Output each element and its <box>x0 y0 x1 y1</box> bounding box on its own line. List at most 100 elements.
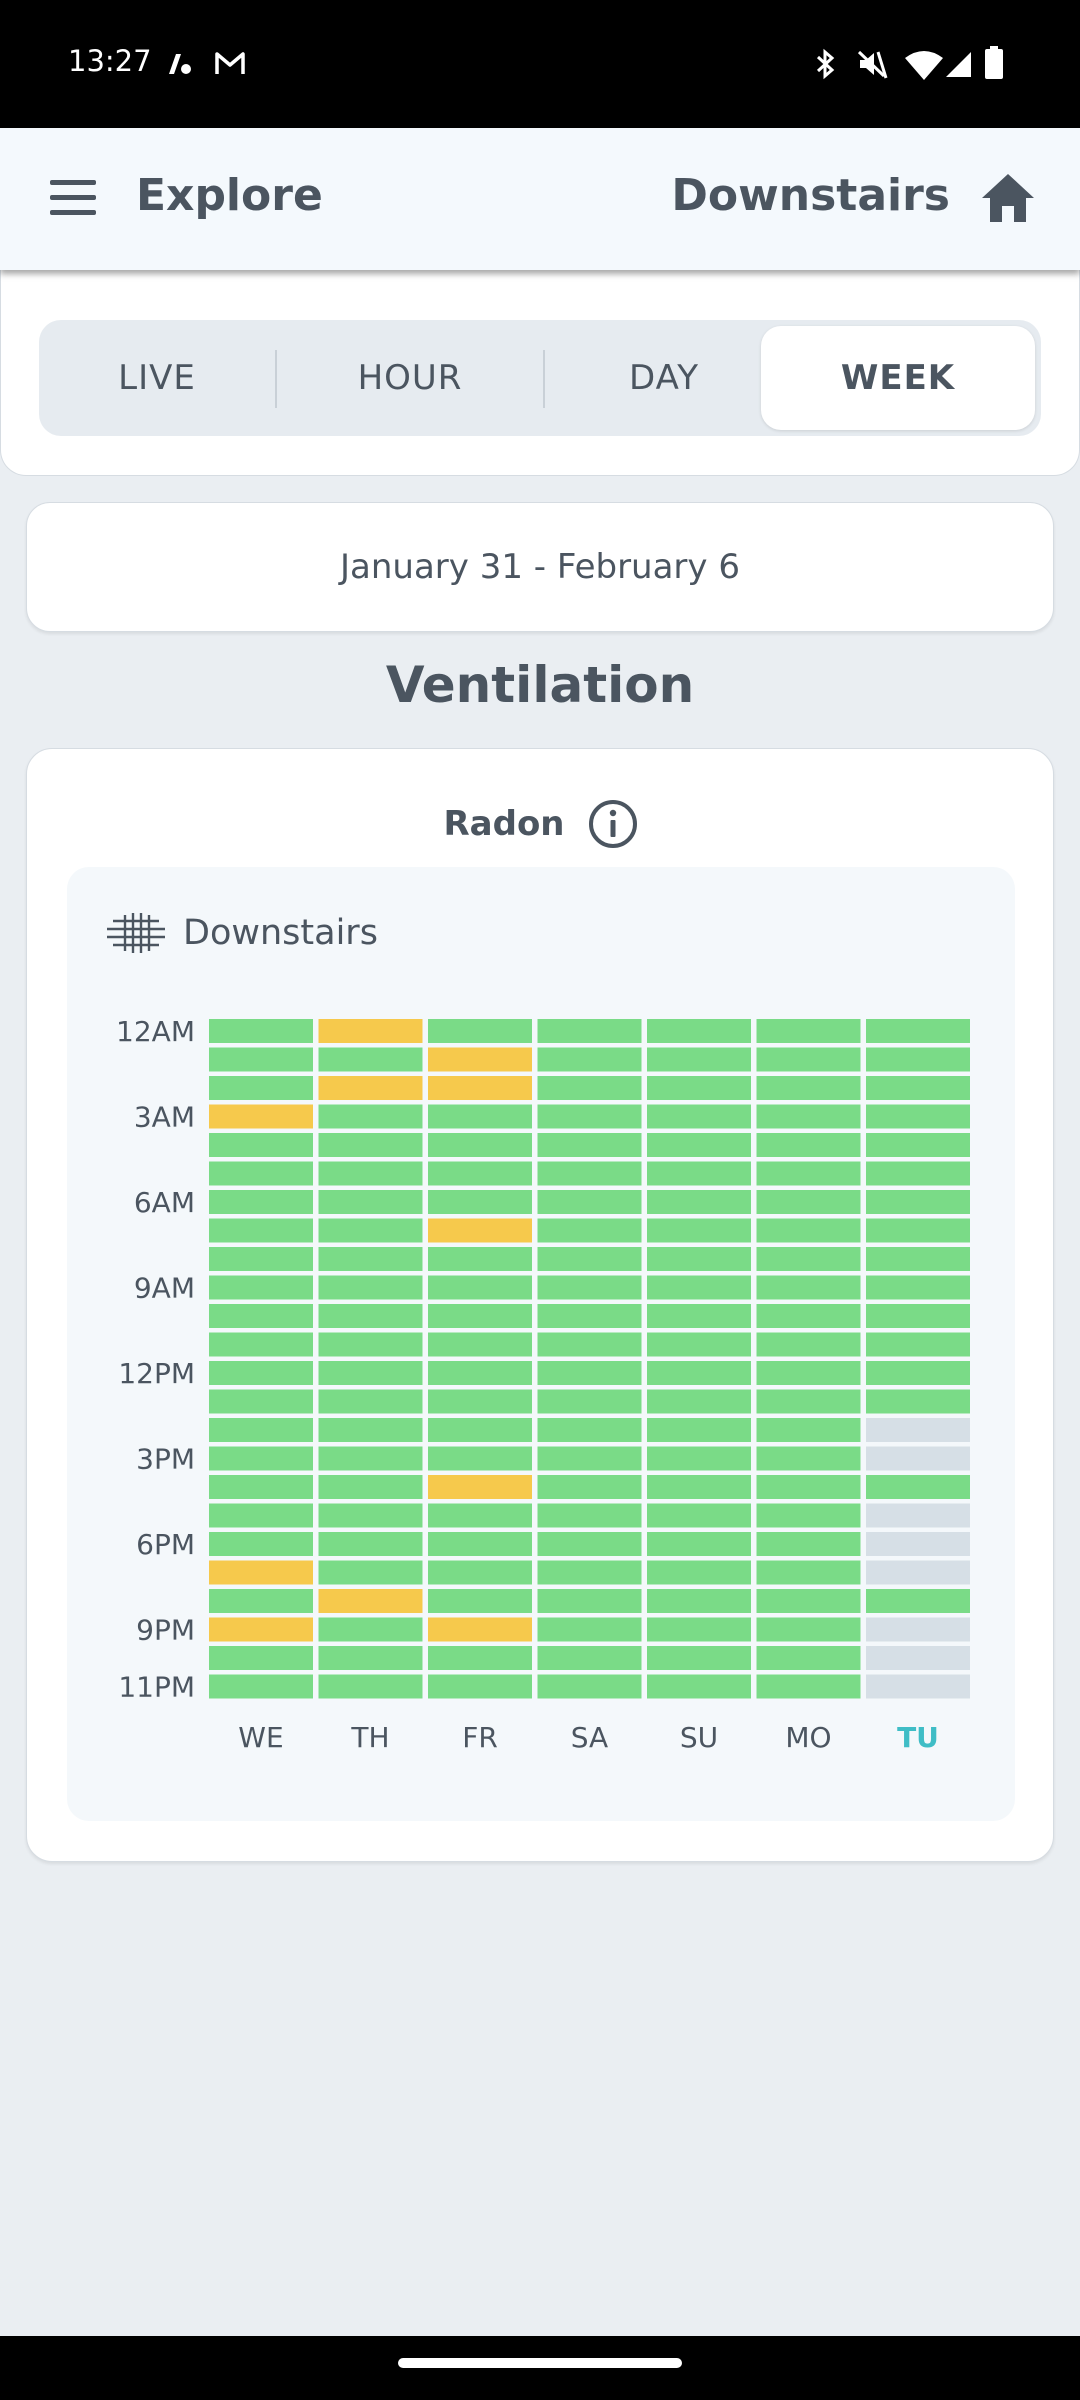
heatmap-cell-we-20 <box>209 1589 313 1613</box>
heatmap-cell-th-21 <box>318 1617 423 1642</box>
heatmap-cell-fr-6 <box>428 1190 532 1214</box>
heatmap-cell-we-7 <box>209 1218 313 1243</box>
y-tick-label: 3AM <box>134 1101 195 1134</box>
heatmap-cell-mo-16 <box>756 1475 861 1499</box>
heatmap-cell-mo-19 <box>756 1560 861 1585</box>
heatmap-cell-we-13 <box>209 1389 313 1414</box>
heatmap-cell-tu-16 <box>866 1475 970 1499</box>
heatmap-cell-fr-10 <box>428 1304 532 1328</box>
x-tick-label-we: WE <box>238 1721 283 1754</box>
heatmap-cell-su-7 <box>647 1218 751 1243</box>
heatmap-cell-fr-19 <box>428 1560 532 1585</box>
heatmap-cell-sa-9 <box>537 1275 642 1300</box>
heatmap-cell-su-1 <box>647 1047 751 1072</box>
heatmap-cell-tu-2 <box>866 1076 970 1100</box>
heatmap-cell-su-5 <box>647 1161 751 1186</box>
heatmap-cell-we-3 <box>209 1104 313 1129</box>
heatmap-cell-tu-3 <box>866 1104 970 1129</box>
heatmap-cell-fr-20 <box>428 1589 532 1613</box>
heatmap-cell-th-6 <box>318 1190 423 1214</box>
date-range-selector[interactable]: January 31 - February 6 <box>26 502 1054 632</box>
heatmap-cell-mo-22 <box>756 1646 861 1670</box>
heatmap-cell-tu-21 <box>866 1617 970 1642</box>
heatmap-cell-we-5 <box>209 1161 313 1186</box>
heatmap-cell-fr-4 <box>428 1133 532 1157</box>
heatmap-cell-su-15 <box>647 1446 751 1471</box>
info-icon[interactable] <box>587 798 639 850</box>
heatmap-cell-th-16 <box>318 1475 423 1499</box>
tab-day[interactable]: DAY <box>629 358 699 398</box>
section-title: Ventilation <box>385 656 695 714</box>
y-tick-label: 6AM <box>134 1186 195 1219</box>
heatmap-cell-su-13 <box>647 1389 751 1414</box>
heatmap-cell-sa-18 <box>537 1532 642 1556</box>
heatmap-cell-mo-14 <box>756 1418 861 1442</box>
heatmap-cell-sa-13 <box>537 1389 642 1414</box>
heatmap-cell-tu-7 <box>866 1218 970 1243</box>
heatmap-cell-tu-8 <box>866 1247 970 1271</box>
heatmap-cell-th-1 <box>318 1047 423 1072</box>
heatmap-cell-sa-21 <box>537 1617 642 1642</box>
status-bar: 13:27 <box>0 0 1080 128</box>
sensor-row: Downstairs <box>105 911 378 955</box>
heatmap-cell-th-13 <box>318 1389 423 1414</box>
heatmap-cell-su-0 <box>647 1019 751 1043</box>
navigation-bar <box>0 2336 1080 2400</box>
heatmap-cell-sa-8 <box>537 1247 642 1271</box>
heatmap-cell-we-18 <box>209 1532 313 1556</box>
gesture-handle[interactable] <box>398 2358 682 2368</box>
heatmap-cell-su-10 <box>647 1304 751 1328</box>
heatmap-cell-fr-13 <box>428 1389 532 1414</box>
x-tick-label-tu: TU <box>897 1721 939 1754</box>
tab-live[interactable]: LIVE <box>118 358 196 398</box>
heatmap-cell-su-2 <box>647 1076 751 1100</box>
heatmap-cell-mo-12 <box>756 1361 861 1385</box>
heatmap-cell-su-4 <box>647 1133 751 1157</box>
bluetooth-icon <box>816 48 835 80</box>
tab-week[interactable]: WEEK <box>761 326 1035 430</box>
heatmap-cell-fr-14 <box>428 1418 532 1442</box>
heatmap-cell-mo-15 <box>756 1446 861 1471</box>
heatmap-cell-sa-10 <box>537 1304 642 1328</box>
heatmap-cell-fr-8 <box>428 1247 532 1271</box>
tab-hour[interactable]: HOUR <box>357 358 463 398</box>
heatmap-cell-sa-14 <box>537 1418 642 1442</box>
home-icon[interactable] <box>980 172 1036 224</box>
heatmap-cell-th-20 <box>318 1589 423 1613</box>
x-tick-label-sa: SA <box>571 1721 608 1754</box>
heatmap-cell-mo-18 <box>756 1532 861 1556</box>
heatmap-cell-fr-3 <box>428 1104 532 1129</box>
heatmap-cell-th-5 <box>318 1161 423 1186</box>
heatmap-cell-th-4 <box>318 1133 423 1157</box>
time-range-tabs: LIVE HOUR DAY WEEK <box>39 320 1041 436</box>
heatmap-cell-we-2 <box>209 1076 313 1100</box>
heatmap-cell-fr-11 <box>428 1332 532 1357</box>
heatmap-cell-sa-3 <box>537 1104 642 1129</box>
heatmap-cell-fr-7 <box>428 1218 532 1243</box>
heatmap-cell-th-22 <box>318 1646 423 1670</box>
heatmap-cell-th-0 <box>318 1019 423 1043</box>
location-name[interactable]: Downstairs <box>671 170 950 221</box>
heatmap-cell-th-19 <box>318 1560 423 1585</box>
heatmap-cell-su-14 <box>647 1418 751 1442</box>
heatmap-cell-mo-13 <box>756 1389 861 1414</box>
heatmap-cell-sa-17 <box>537 1503 642 1528</box>
heatmap-cell-sa-6 <box>537 1190 642 1214</box>
heatmap-cell-fr-21 <box>428 1617 532 1642</box>
heatmap-cell-mo-21 <box>756 1617 861 1642</box>
heatmap-cell-mo-6 <box>756 1190 861 1214</box>
hamburger-menu-icon[interactable] <box>50 180 96 216</box>
heatmap-cell-fr-2 <box>428 1076 532 1100</box>
heatmap-cell-sa-5 <box>537 1161 642 1186</box>
heatmap-cell-we-19 <box>209 1560 313 1585</box>
heatmap-cell-tu-5 <box>866 1161 970 1186</box>
heatmap-cell-fr-5 <box>428 1161 532 1186</box>
heatmap-cell-tu-9 <box>866 1275 970 1300</box>
radon-chart-card: Radon 12AM 3AM 6AM 9AM 12PM 3PM 6PM 9PM 11PM WE TH… <box>26 748 1054 1862</box>
x-tick-label-th: TH <box>350 1721 389 1754</box>
heatmap-cell-mo-11 <box>756 1332 861 1357</box>
heatmap-cell-tu-17 <box>866 1503 970 1528</box>
tab-divider <box>275 350 277 408</box>
heatmap-cell-su-3 <box>647 1104 751 1129</box>
heatmap-cell-su-21 <box>647 1617 751 1642</box>
